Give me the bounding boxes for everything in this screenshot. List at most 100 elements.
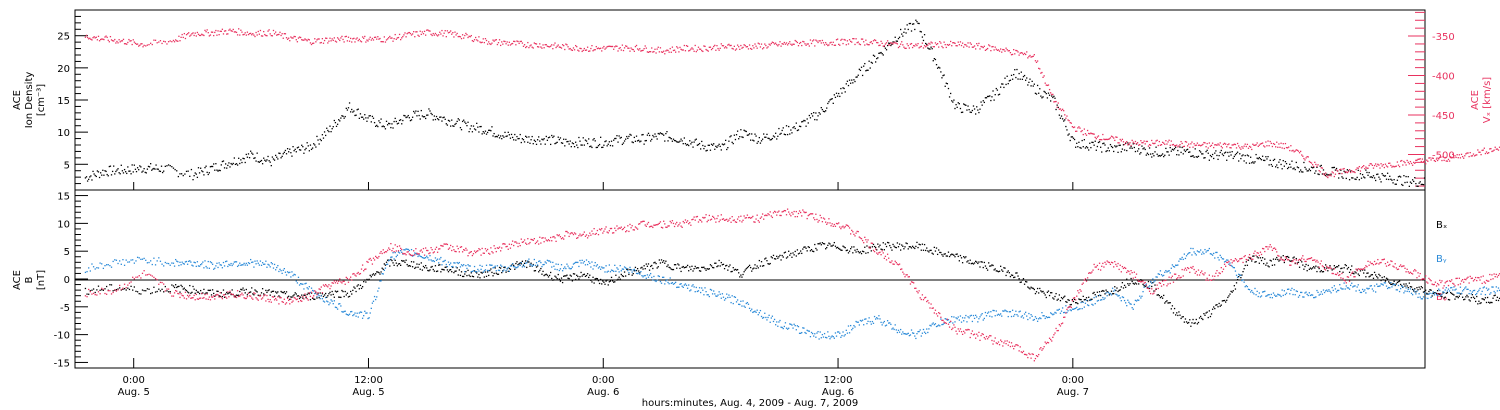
velocity-point-56-0 (1190, 143, 1192, 145)
by-point-36-11 (830, 336, 832, 338)
velocity-point-36-11 (810, 42, 813, 45)
bx-point-33-2 (761, 265, 764, 267)
density-point-44-10 (966, 109, 968, 111)
by-point-6-10 (242, 264, 244, 266)
velocity-point-3-10 (159, 40, 162, 42)
bx-point-52-7 (1139, 279, 1141, 281)
density-point-37-2 (820, 106, 822, 109)
bx-point-7-10 (261, 288, 264, 290)
velocity-point-15-16 (405, 36, 407, 38)
velocity-point-32-13 (734, 49, 737, 51)
by-point-29-2 (683, 284, 685, 286)
by-point-23-4 (568, 267, 570, 269)
density-point-7-9 (241, 161, 243, 164)
bx-point-39-8 (885, 245, 888, 248)
by-point-4-12 (205, 265, 207, 268)
velocity-point-11-15 (326, 37, 328, 40)
velocity-point-40-2 (879, 44, 881, 46)
by-point-10-6 (316, 296, 318, 298)
by-point-12-1 (350, 311, 352, 313)
density-point-3-14 (158, 170, 160, 172)
bx-point-40-7 (904, 246, 906, 248)
by-point-3-6 (179, 261, 181, 263)
density-point-27-16 (640, 140, 642, 142)
bx-point-47-7 (1041, 291, 1043, 293)
by-point-20-15 (521, 266, 524, 268)
density-point-28-16 (659, 132, 662, 134)
velocity-point-45-3 (978, 42, 980, 45)
velocity-point-50-11 (1084, 133, 1087, 135)
velocity-point-66-12 (1398, 166, 1401, 168)
bx-point-24-13 (597, 279, 600, 282)
density-point-20-10 (496, 136, 499, 138)
velocity-point-19-7 (473, 39, 476, 41)
bx-point-48-0 (1053, 298, 1055, 300)
velocity-point-21-4 (509, 44, 512, 46)
density-point-8-5 (256, 152, 258, 154)
legend-by: Bᵧ (1436, 254, 1447, 265)
velocity-point-55-2 (1172, 143, 1175, 146)
density-point-37-11 (830, 98, 832, 100)
velocity-point-26-1 (604, 48, 606, 50)
by-point-34-13 (793, 323, 795, 325)
density-point-31-14 (716, 146, 718, 149)
density-point-45-7 (982, 100, 984, 102)
density-point-42-13 (930, 46, 932, 48)
density-point-7-16 (248, 157, 251, 159)
by-point-36-5 (823, 332, 826, 335)
bx-point-17-10 (457, 274, 459, 276)
bx-point-19-9 (495, 272, 497, 274)
density-point-54-14 (1166, 151, 1168, 153)
velocity-point-52-9 (1121, 138, 1124, 141)
velocity-point-16-16 (425, 34, 427, 36)
density-point-50-8 (1081, 139, 1083, 142)
bx-point-10-8 (318, 296, 320, 299)
density-point-41-12 (909, 22, 912, 25)
velocity-point-48-16 (1051, 93, 1053, 96)
by-point-21-3 (528, 258, 530, 260)
bx-point-39-13 (891, 249, 893, 251)
bx-point-7-16 (268, 289, 270, 291)
density-point-16-6 (414, 112, 416, 114)
bx-point-15-4 (411, 266, 414, 268)
bx-point-29-11 (693, 268, 695, 270)
bx-point-43-3 (958, 260, 960, 262)
by-point-3-1 (173, 265, 176, 267)
by-point-18-6 (472, 270, 475, 272)
density-point-64-2 (1348, 179, 1351, 181)
velocity-point-30-17 (700, 48, 702, 50)
by-point-37-3 (841, 334, 843, 337)
bx-point-2-3 (148, 288, 150, 290)
by-point-39-13 (891, 328, 893, 330)
by-point-38-11 (869, 320, 871, 323)
by-point-8-17 (289, 271, 291, 273)
velocity-point-64-5 (1352, 171, 1354, 173)
velocity-point-11-7 (317, 38, 319, 40)
velocity-point-27-10 (633, 50, 635, 52)
velocity-point-39-5 (863, 41, 865, 43)
bx-point-58-0 (1248, 257, 1251, 259)
density-point-9-11 (282, 153, 284, 155)
velocity-point-42-9 (926, 45, 928, 47)
bx-point-14-8 (396, 265, 399, 267)
bx-point-68-5 (1450, 291, 1452, 294)
density-point-64-3 (1350, 170, 1352, 172)
velocity-point-13-4 (353, 37, 355, 40)
by-point-20-11 (517, 266, 519, 268)
velocity-point-60-2 (1270, 142, 1272, 145)
bx-point-31-16 (738, 272, 740, 274)
bx-point-39-9 (886, 241, 889, 244)
density-point-21-3 (508, 134, 510, 136)
bx-point-32-14 (755, 267, 757, 270)
bx-point-44-10 (985, 267, 988, 269)
velocity-point-40-1 (878, 44, 880, 47)
bx-point-5-15 (228, 292, 230, 294)
bx-point-25-0 (603, 281, 605, 283)
velocity-point-36-3 (802, 40, 804, 43)
bx-point-41-15 (932, 253, 934, 255)
density-point-24-17 (582, 137, 584, 139)
by-point-3-3 (176, 260, 178, 262)
density-point-34-13 (773, 136, 776, 138)
bx-point-22-2 (546, 274, 549, 276)
density-point-45-4 (979, 108, 981, 110)
